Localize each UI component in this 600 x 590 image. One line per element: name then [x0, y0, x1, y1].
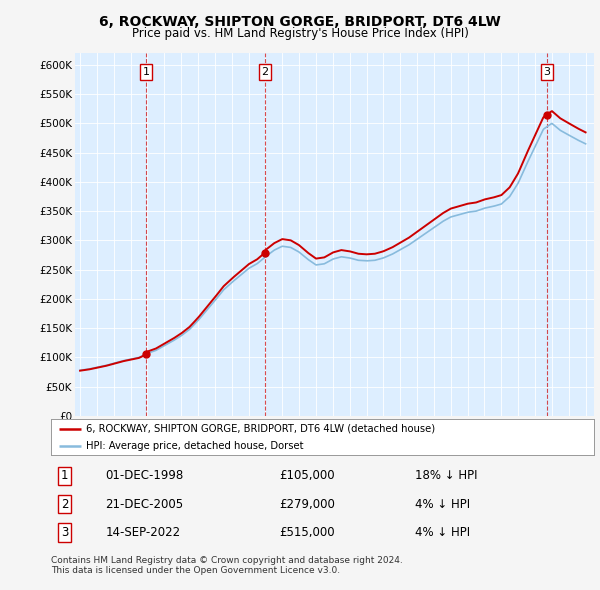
- Text: 1: 1: [143, 67, 149, 77]
- Text: 6, ROCKWAY, SHIPTON GORGE, BRIDPORT, DT6 4LW: 6, ROCKWAY, SHIPTON GORGE, BRIDPORT, DT6…: [99, 15, 501, 29]
- Text: £105,000: £105,000: [279, 469, 335, 482]
- Text: 3: 3: [544, 67, 550, 77]
- Text: 01-DEC-1998: 01-DEC-1998: [106, 469, 184, 482]
- Text: Contains HM Land Registry data © Crown copyright and database right 2024.
This d: Contains HM Land Registry data © Crown c…: [51, 556, 403, 575]
- Text: £279,000: £279,000: [279, 497, 335, 510]
- Text: 21-DEC-2005: 21-DEC-2005: [106, 497, 184, 510]
- Text: 2: 2: [262, 67, 268, 77]
- Text: 4% ↓ HPI: 4% ↓ HPI: [415, 497, 470, 510]
- Text: 1: 1: [61, 469, 68, 482]
- Text: 6, ROCKWAY, SHIPTON GORGE, BRIDPORT, DT6 4LW (detached house): 6, ROCKWAY, SHIPTON GORGE, BRIDPORT, DT6…: [86, 424, 436, 434]
- Text: Price paid vs. HM Land Registry's House Price Index (HPI): Price paid vs. HM Land Registry's House …: [131, 27, 469, 40]
- Text: £515,000: £515,000: [279, 526, 335, 539]
- Text: 4% ↓ HPI: 4% ↓ HPI: [415, 526, 470, 539]
- Text: 18% ↓ HPI: 18% ↓ HPI: [415, 469, 478, 482]
- Text: HPI: Average price, detached house, Dorset: HPI: Average price, detached house, Dors…: [86, 441, 304, 451]
- Text: 14-SEP-2022: 14-SEP-2022: [106, 526, 181, 539]
- Text: 2: 2: [61, 497, 68, 510]
- Text: 3: 3: [61, 526, 68, 539]
